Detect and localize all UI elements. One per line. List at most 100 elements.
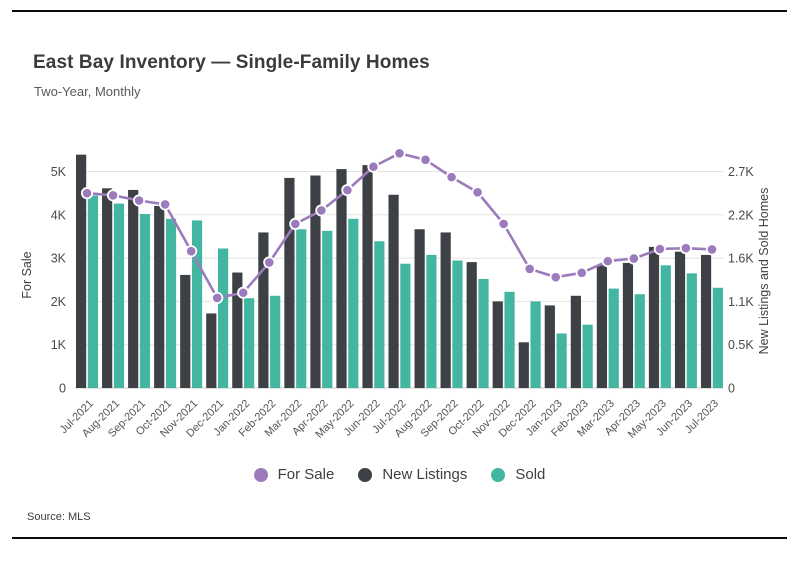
right-axis-tick: 1.6K: [728, 252, 754, 266]
right-axis-tick: 2.2K: [728, 208, 754, 222]
right-axis-tick: 0.5K: [728, 338, 754, 352]
bar-sold: [426, 254, 437, 388]
point-for-sale: [419, 153, 432, 166]
bar-new-listings: [414, 229, 425, 388]
bar-new-listings: [180, 274, 191, 388]
bar-sold: [270, 295, 281, 388]
right-axis-tick: 1.1K: [728, 295, 754, 309]
bar-new-listings: [492, 301, 503, 388]
point-for-sale: [106, 189, 120, 202]
point-for-sale: [393, 147, 406, 160]
top-rule: [12, 10, 787, 12]
bar-sold: [165, 218, 177, 388]
bar-new-listings: [128, 189, 139, 388]
point-for-sale: [132, 194, 146, 207]
bar-new-listings: [232, 272, 243, 388]
bar-new-listings: [388, 194, 399, 388]
legend-item-sold: Sold: [491, 466, 545, 483]
bar-sold: [712, 287, 723, 388]
point-for-sale: [211, 291, 224, 305]
point-for-sale: [289, 217, 302, 230]
bar-new-listings: [362, 165, 373, 388]
bar-new-listings: [440, 232, 451, 388]
bar-new-listings: [310, 175, 321, 388]
bar-sold: [556, 333, 567, 388]
bar-new-listings: [206, 313, 217, 388]
bar-sold: [400, 263, 411, 388]
point-for-sale: [627, 252, 640, 265]
bar-new-listings: [622, 262, 634, 388]
point-for-sale: [315, 204, 328, 217]
bar-new-listings: [258, 232, 269, 388]
chart-canvas: 01K2K3K4K5K00.5K1.1K1.6K2.2K2.7KJul-2021…: [20, 147, 771, 441]
bar-sold: [296, 229, 307, 388]
bar-new-listings: [570, 295, 581, 388]
point-for-sale: [159, 198, 172, 211]
chart-title: East Bay Inventory — Single-Family Homes: [33, 52, 430, 73]
legend-item-for-sale: For Sale: [253, 466, 335, 483]
source-note: Source: MLS: [27, 511, 91, 523]
left-axis-tick: 3K: [51, 252, 67, 266]
point-for-sale: [185, 245, 198, 258]
bar-new-listings: [76, 154, 87, 388]
right-axis-tick: 2.7K: [728, 165, 754, 179]
bar-new-listings: [544, 305, 555, 388]
bar-new-listings: [596, 265, 607, 388]
point-for-sale: [445, 171, 458, 184]
bar-sold: [87, 195, 98, 388]
bar-sold: [191, 220, 203, 388]
legend-label-new-listings: New Listings: [382, 466, 468, 483]
bar-sold: [608, 288, 619, 388]
bar-sold: [686, 273, 697, 388]
sold-swatch-icon: [491, 467, 506, 482]
bar-sold: [113, 203, 125, 388]
chart-subtitle: Two-Year, Monthly: [34, 84, 141, 99]
point-for-sale: [549, 271, 562, 284]
bar-new-listings: [154, 205, 165, 388]
bar-new-listings: [102, 188, 113, 388]
bottom-rule: [12, 537, 787, 539]
bar-new-listings: [674, 251, 686, 388]
left-axis-tick: 2K: [51, 295, 67, 309]
chart-legend: For Sale New Listings Sold: [0, 466, 799, 483]
point-for-sale: [80, 187, 94, 200]
for-sale-swatch-icon: [253, 467, 268, 482]
bar-sold: [218, 248, 229, 388]
bar-new-listings: [648, 246, 660, 388]
right-axis-tick: 0: [728, 382, 735, 396]
bar-sold: [374, 241, 385, 388]
left-axis-tick: 0: [59, 382, 66, 396]
bar-sold: [530, 301, 541, 388]
left-axis-tick: 5K: [51, 165, 67, 179]
bar-sold: [139, 213, 151, 388]
bar-sold: [244, 298, 255, 388]
new-listings-swatch-icon: [358, 467, 373, 482]
legend-label-sold: Sold: [515, 466, 546, 483]
bar-sold: [660, 265, 671, 388]
point-for-sale: [341, 184, 354, 197]
point-for-sale: [653, 242, 666, 256]
bar-sold: [478, 278, 489, 388]
left-axis-tick: 4K: [51, 208, 67, 222]
point-for-sale: [497, 217, 510, 230]
point-for-sale: [575, 266, 588, 279]
bar-sold: [582, 324, 593, 388]
bar-new-listings: [336, 169, 347, 388]
point-for-sale: [601, 255, 614, 268]
point-for-sale: [263, 256, 276, 269]
point-for-sale: [705, 243, 719, 256]
bar-new-listings: [700, 254, 712, 388]
bar-sold: [452, 260, 463, 388]
bar-sold: [322, 230, 333, 388]
bar-new-listings: [466, 262, 477, 388]
bar-sold: [634, 294, 645, 388]
bar-sold: [348, 218, 359, 388]
bar-new-listings: [284, 177, 295, 388]
point-for-sale: [237, 286, 250, 299]
legend-label-for-sale: For Sale: [277, 466, 335, 483]
point-for-sale: [679, 242, 693, 255]
bar-sold: [504, 291, 515, 388]
point-for-sale: [471, 186, 484, 199]
point-for-sale: [523, 262, 536, 276]
left-axis-tick: 1K: [51, 338, 67, 352]
